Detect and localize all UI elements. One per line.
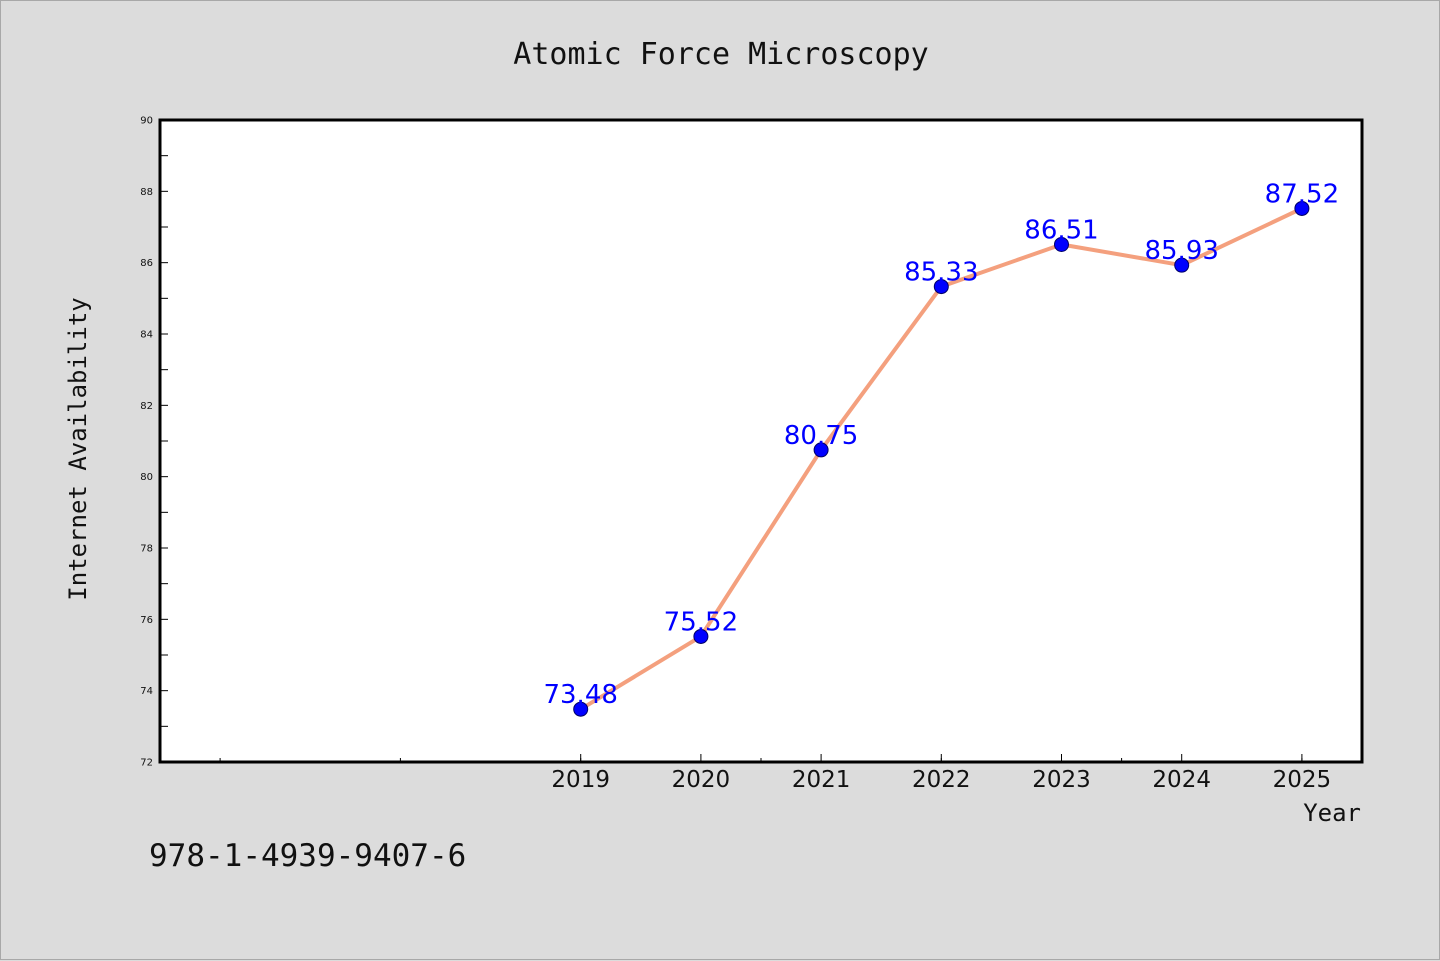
isbn-annotation: 978-1-4939-9407-6 <box>149 838 466 874</box>
data-label: 73.48 <box>543 680 617 710</box>
y-axis-label: Internet Availability <box>64 297 92 600</box>
data-label: 80.75 <box>784 421 858 451</box>
data-point <box>1294 200 1310 216</box>
y-tick-label: 84 <box>140 330 153 341</box>
data-label: 85.93 <box>1144 236 1218 266</box>
data-points-layer <box>573 200 1310 717</box>
x-tick-label: 2019 <box>551 767 610 793</box>
y-tick-label: 88 <box>140 187 153 198</box>
data-label: 75.52 <box>664 607 738 637</box>
plot-area <box>158 118 1364 764</box>
data-point <box>1054 236 1069 252</box>
x-tick-label: 2024 <box>1152 767 1211 793</box>
axis-ticks: 72 74 76 78 80 82 84 86 88 90 2019 2020 2021 2022 2023… <box>140 116 1331 794</box>
data-label: 87.52 <box>1265 179 1339 209</box>
x-tick-label: 2023 <box>1032 767 1091 793</box>
data-label: 86.51 <box>1024 215 1098 245</box>
x-tick-label: 2021 <box>792 767 851 793</box>
y-tick-label: 80 <box>140 472 153 483</box>
data-point <box>813 442 829 458</box>
y-tick-label: 76 <box>140 615 153 626</box>
y-tick-label: 72 <box>140 758 153 769</box>
chart-title: Atomic Force Microscopy <box>513 37 928 72</box>
data-point <box>933 279 949 295</box>
x-tick-label: 2025 <box>1273 767 1332 793</box>
y-tick-label: 90 <box>140 116 153 127</box>
data-point <box>693 628 709 644</box>
data-labels-layer: 73.48 75.52 80.75 85.33 86.51 85.93 87.52 <box>543 179 1339 710</box>
data-point <box>573 701 589 717</box>
x-axis-label: Year <box>1303 799 1361 827</box>
data-point <box>1174 257 1190 273</box>
y-tick-label: 82 <box>140 401 153 412</box>
x-tick-label: 2020 <box>672 767 731 793</box>
data-label: 85.33 <box>904 258 978 288</box>
y-tick-label: 86 <box>140 258 153 269</box>
y-tick-label: 78 <box>140 544 153 555</box>
y-tick-label: 74 <box>140 686 153 697</box>
x-tick-label: 2022 <box>912 767 971 793</box>
